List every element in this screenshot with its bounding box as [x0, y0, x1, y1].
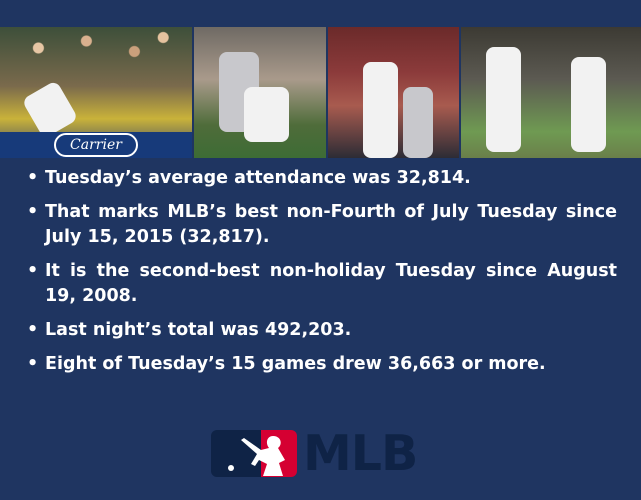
dbacks-player-figure	[486, 47, 521, 152]
dbacks-player-figure-2	[571, 57, 606, 152]
bullet-item: It is the second-best non-holiday Tuesda…	[27, 259, 617, 309]
carrier-sign: Carrier	[0, 132, 192, 158]
photo-fans-catch: Carrier	[0, 27, 192, 158]
mlb-wordmark: MLB	[303, 425, 418, 482]
photo-play-at-plate	[194, 27, 326, 158]
mlb-logo: MLB	[211, 425, 418, 482]
catcher-figure	[244, 87, 289, 142]
attendance-facts-list: Tuesday’s average attendance was 32,814.…	[27, 166, 617, 386]
photo-phillies-celebration	[328, 27, 459, 158]
bullet-item: That marks MLB’s best non-Fourth of July…	[27, 200, 617, 250]
bullet-item: Eight of Tuesday’s 15 games drew 36,663 …	[27, 352, 617, 377]
photo-dbacks-celebration	[461, 27, 641, 158]
bullet-item: Tuesday’s average attendance was 32,814.	[27, 166, 617, 191]
phillies-player-figure	[363, 62, 398, 158]
catcher-figure-2	[403, 87, 433, 158]
photo-strip: Carrier	[0, 27, 641, 158]
bullet-item: Last night’s total was 492,203.	[27, 318, 617, 343]
mlb-batter-icon	[211, 430, 297, 477]
crowd-image	[0, 27, 192, 97]
carrier-sign-text: Carrier	[54, 133, 138, 157]
